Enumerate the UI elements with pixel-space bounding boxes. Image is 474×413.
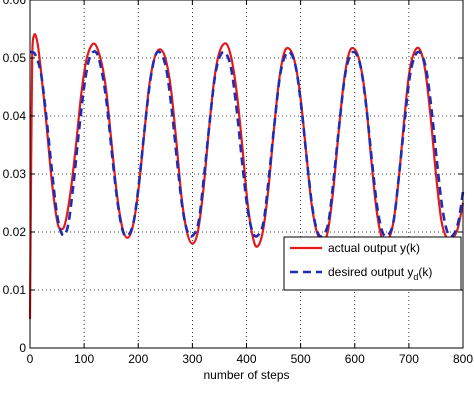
x-tick-label: 500 [291,352,311,366]
x-tick-label: 0 [27,352,34,366]
ticks [29,0,464,349]
y-tick-label: 0.05 [3,51,27,65]
x-tick-label: 300 [182,352,202,366]
x-tick-label: 100 [74,352,94,366]
y-tick-label: 0 [19,341,26,355]
x-tick-label: 200 [128,352,148,366]
y-tick-label: 0.01 [3,283,27,297]
legend-text-main: desired output y [328,265,413,279]
legend-label-actual: actual output y(k) [328,241,420,255]
legend: actual output y(k) desired output yd(k) [283,236,462,291]
x-tick-label: 400 [236,352,256,366]
x-axis-label: number of steps [203,368,289,382]
series-line-desired [29,50,465,238]
x-tick-label: 700 [399,352,419,366]
x-tick-label: 800 [453,352,473,366]
legend-box [283,236,462,291]
legend-text-main: actual output y(k) [328,241,420,255]
tick-labels: 0 100 200 300 400 500 600 700 800 0 0.01 0.02 0.03 0.… [3,0,474,366]
x-tick-label: 600 [345,352,365,366]
legend-text-suffix: (k) [418,265,432,279]
y-tick-label: 0.04 [3,109,27,123]
y-tick-label: 0.06 [3,0,27,7]
y-tick-label: 0.03 [3,167,27,181]
legend-text-subscript: d [413,272,418,282]
legend-label-desired: desired output yd(k) [328,265,432,282]
y-tick-label: 0.02 [3,225,27,239]
